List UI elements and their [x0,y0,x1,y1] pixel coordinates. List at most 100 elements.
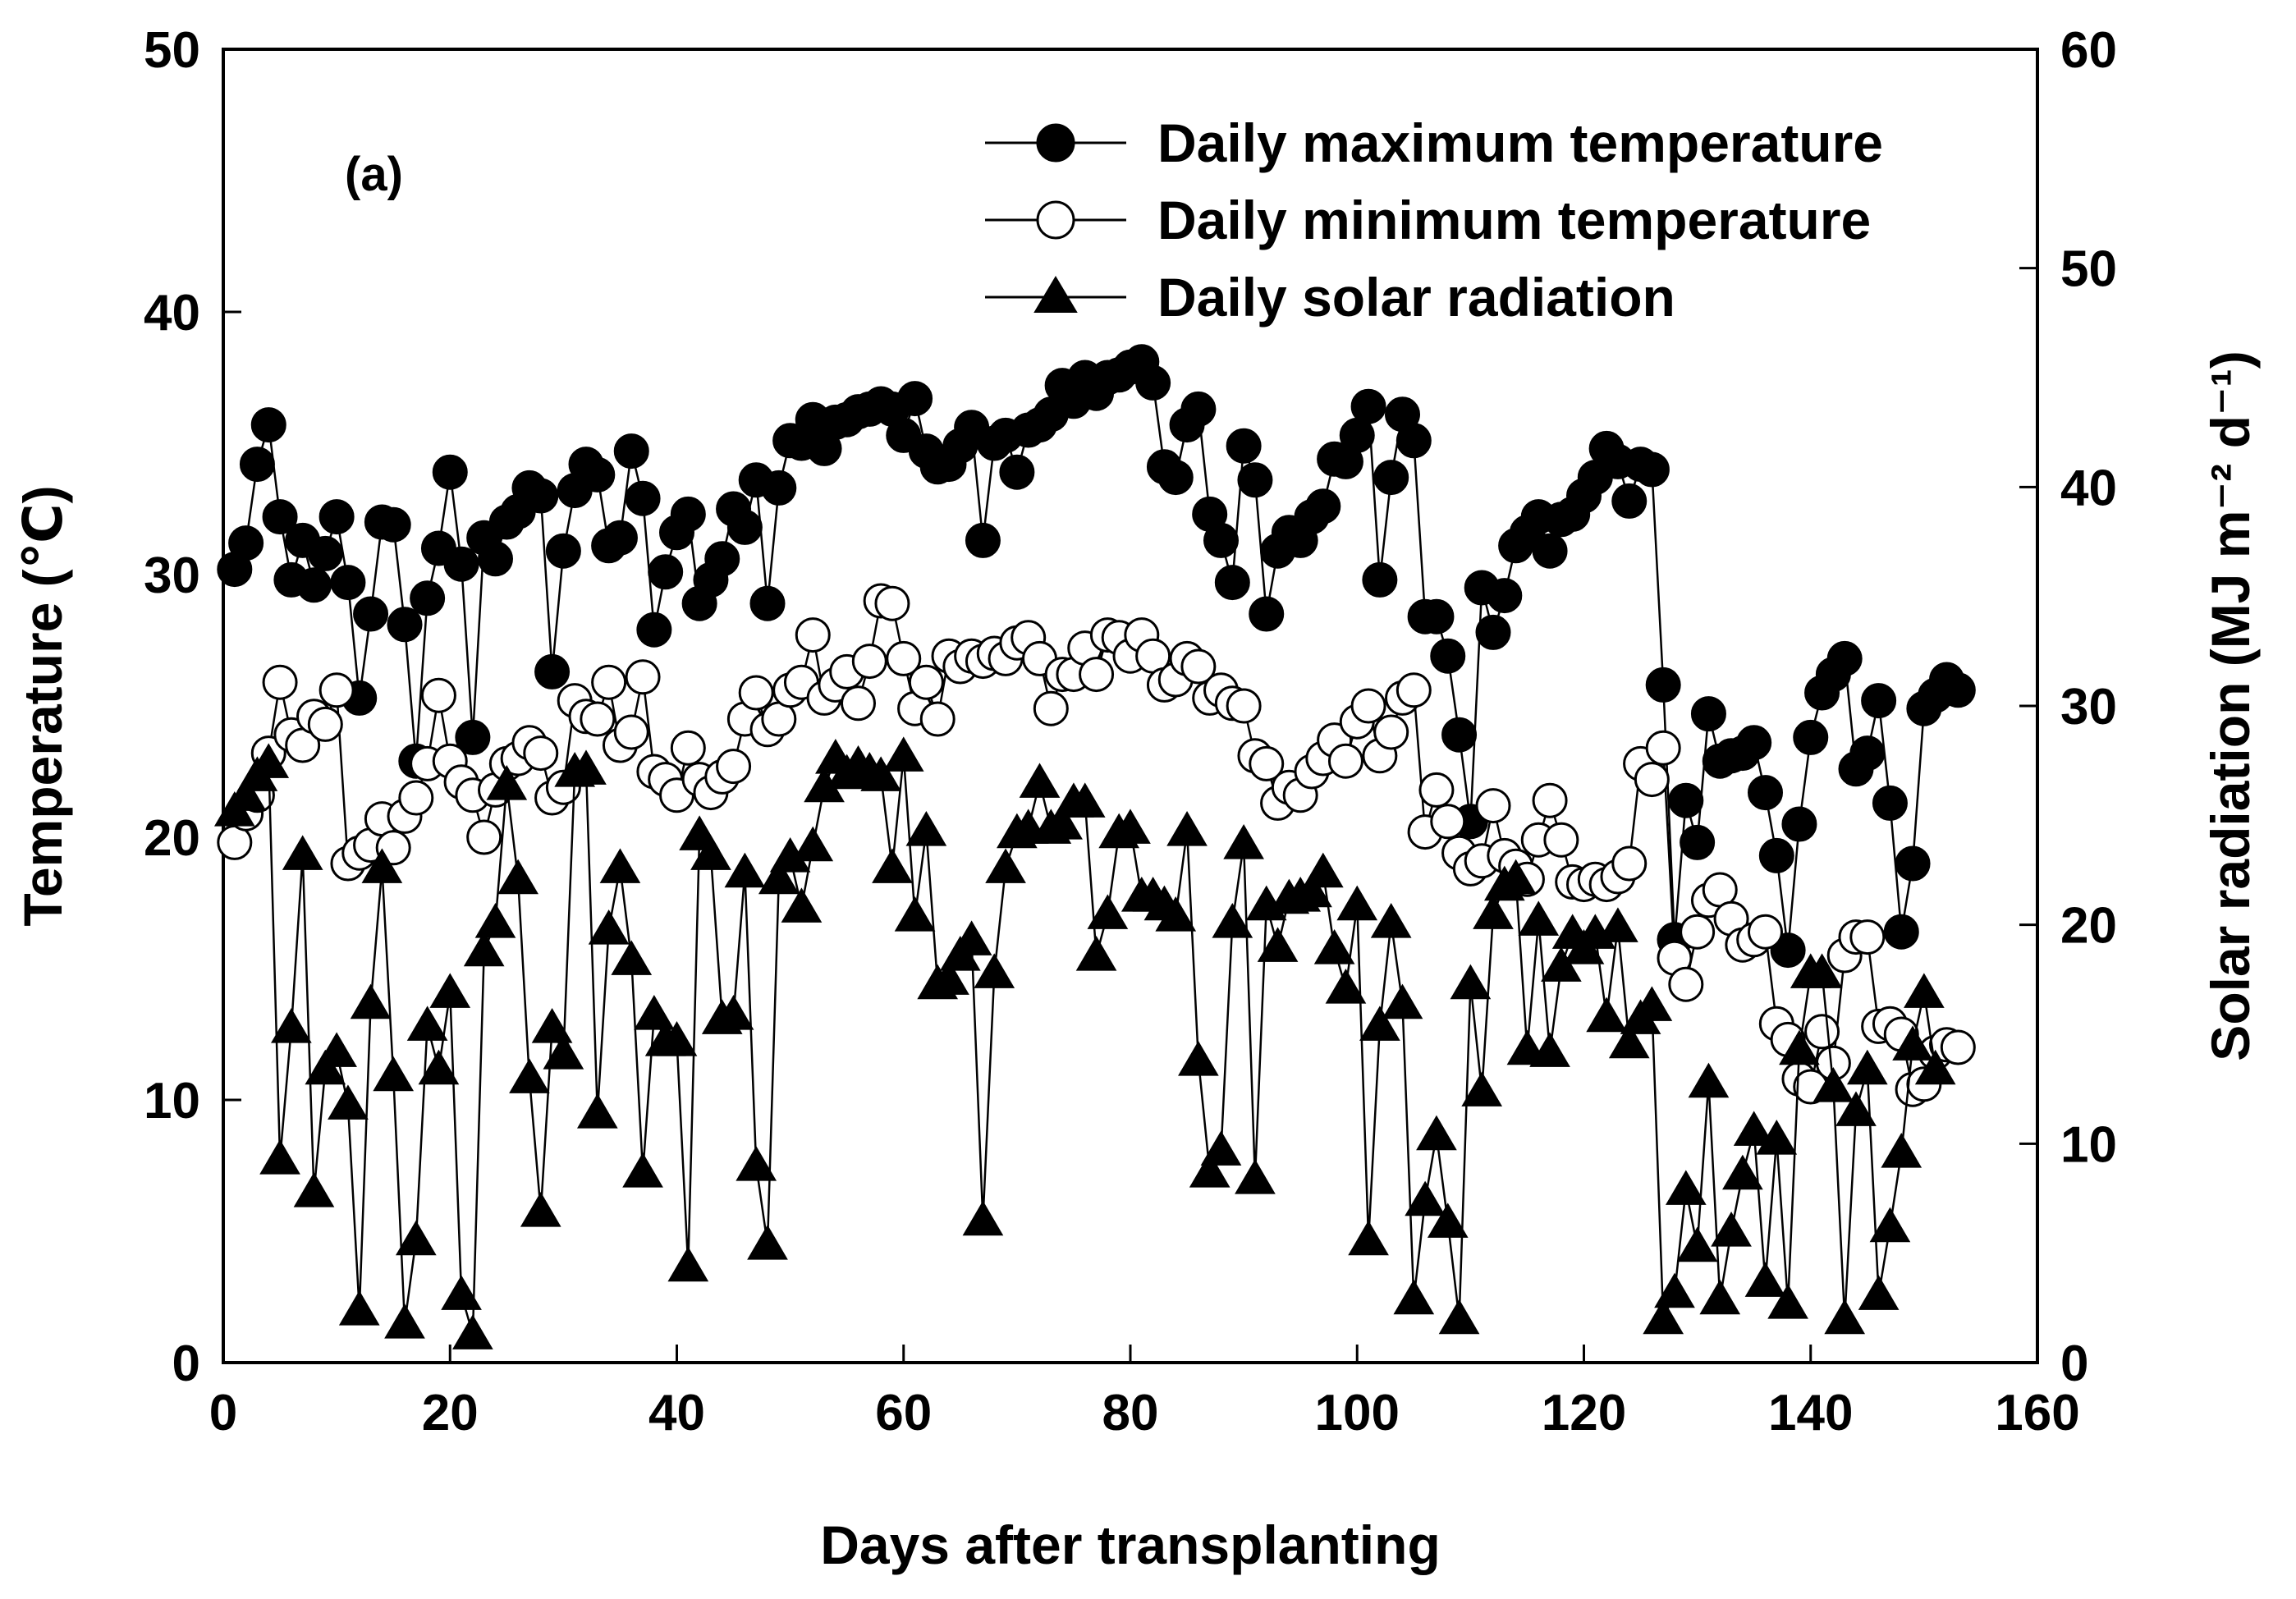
data-point-max-temp [1861,683,1897,719]
data-point-solar-radiation [282,835,323,870]
data-point-solar-radiation [985,848,1026,883]
data-point-solar-radiation [1688,1062,1730,1098]
data-point-max-temp [250,407,286,443]
data-point-solar-radiation [1336,885,1378,921]
data-point-solar-radiation [1200,1130,1242,1166]
data-point-max-temp [1237,462,1273,498]
data-point-min-temp [523,735,559,772]
data-point-solar-radiation [894,896,936,932]
data-point-solar-radiation [1473,894,1514,929]
data-point-max-temp [1748,775,1783,811]
data-point-solar-radiation [1042,804,1083,840]
data-point-min-temp [886,640,922,676]
data-point-solar-radiation [1189,1152,1230,1188]
data-point-solar-radiation [928,960,969,995]
data-point-max-temp [1226,428,1262,464]
data-point-max-temp [1611,483,1648,519]
data-point-max-temp [239,447,275,483]
data-point-solar-radiation [1257,927,1299,962]
data-point-max-temp [1668,782,1704,818]
data-point-solar-radiation [1518,900,1560,936]
legend: Daily maximum temperature Daily minimum … [985,112,1883,328]
data-point-min-temp [262,664,298,700]
data-point-min-temp [1418,772,1455,808]
data-point-max-temp [1430,638,1466,674]
data-point-max-temp [1418,598,1455,635]
data-point-solar-radiation [429,973,471,1008]
data-point-min-temp [1033,690,1069,726]
data-point-solar-radiation [566,749,607,785]
data-point-min-temp [1748,914,1783,950]
data-point-solar-radiation [634,995,675,1030]
data-point-solar-radiation [452,1314,493,1349]
y-right-tick-label: 30 [2060,679,2117,735]
data-point-max-temp [307,535,343,571]
data-point-min-temp [1350,688,1386,724]
data-point-max-temp [262,499,298,535]
data-point-max-temp [670,496,706,532]
data-point-solar-radiation [497,859,538,895]
data-point-solar-radiation [1155,896,1197,932]
data-point-max-temp [1487,578,1523,614]
data-point-solar-radiation [1711,1212,1752,1247]
data-point-solar-radiation [509,1058,550,1093]
data-point-solar-radiation [248,743,290,778]
data-point-max-temp [1350,388,1386,424]
data-point-solar-radiation [1699,1279,1741,1315]
data-point-solar-radiation [384,1303,425,1339]
data-point-solar-radiation [1824,1299,1866,1335]
x-tick-label: 80 [1102,1385,1159,1441]
data-point-solar-radiation [1087,894,1129,929]
data-point-solar-radiation [1019,763,1061,798]
y-left-tick-label: 50 [144,22,200,79]
axis-ticks: 0 20 40 60 80 100 120 140 1600102030405001020304… [144,22,2117,1441]
data-point-solar-radiation [418,1049,460,1085]
data-point-solar-radiation [1813,1067,1854,1102]
data-point-max-temp [1736,725,1772,761]
data-point-solar-radiation [588,909,630,945]
data-point-solar-radiation [259,1139,300,1175]
data-point-max-temp [410,580,446,616]
data-point-solar-radiation [599,848,641,883]
data-point-max-temp [1849,735,1886,772]
data-point-max-temp [1203,522,1239,558]
data-point-solar-radiation [1461,1071,1503,1106]
data-point-solar-radiation [792,826,834,862]
data-point-solar-radiation [713,995,754,1030]
data-point-max-temp [749,585,786,621]
data-point-min-temp [466,819,502,855]
data-point-solar-radiation [736,1146,777,1181]
data-point-solar-radiation [1904,973,1945,1008]
data-point-max-temp [1475,614,1511,650]
data-point-min-temp [420,677,456,713]
data-point-max-temp [636,612,672,648]
data-point-solar-radiation [1586,997,1627,1033]
data-point-max-temp [613,433,649,470]
data-point-solar-radiation [1858,1275,1900,1310]
data-point-solar-radiation [1291,872,1332,908]
data-point-max-temp [387,607,423,643]
data-point-max-temp [965,522,1001,558]
data-point-solar-radiation [962,1200,1004,1236]
y-right-tick-label: 50 [2060,241,2117,298]
data-point-max-temp [375,506,411,543]
data-point-solar-radiation [1450,964,1492,1000]
data-point-min-temp [1532,782,1568,818]
y-left-tick-label: 10 [144,1073,200,1129]
data-point-solar-radiation [747,1225,788,1260]
data-point-min-temp [1543,822,1579,858]
data-point-solar-radiation [338,1290,380,1326]
data-point-max-temp [330,565,366,601]
data-point-solar-radiation [667,1246,709,1282]
data-point-solar-radiation [724,852,766,888]
data-point-solar-radiation [373,1056,415,1092]
data-point-max-temp [319,499,355,535]
data-point-solar-radiation [1348,1220,1389,1256]
data-point-solar-radiation [622,1152,663,1188]
data-point-max-temp [1214,565,1250,601]
data-point-max-temp [648,554,684,590]
data-point-solar-radiation [1495,859,1537,895]
data-point-min-temp [591,664,627,700]
data-point-min-temp [613,714,649,750]
